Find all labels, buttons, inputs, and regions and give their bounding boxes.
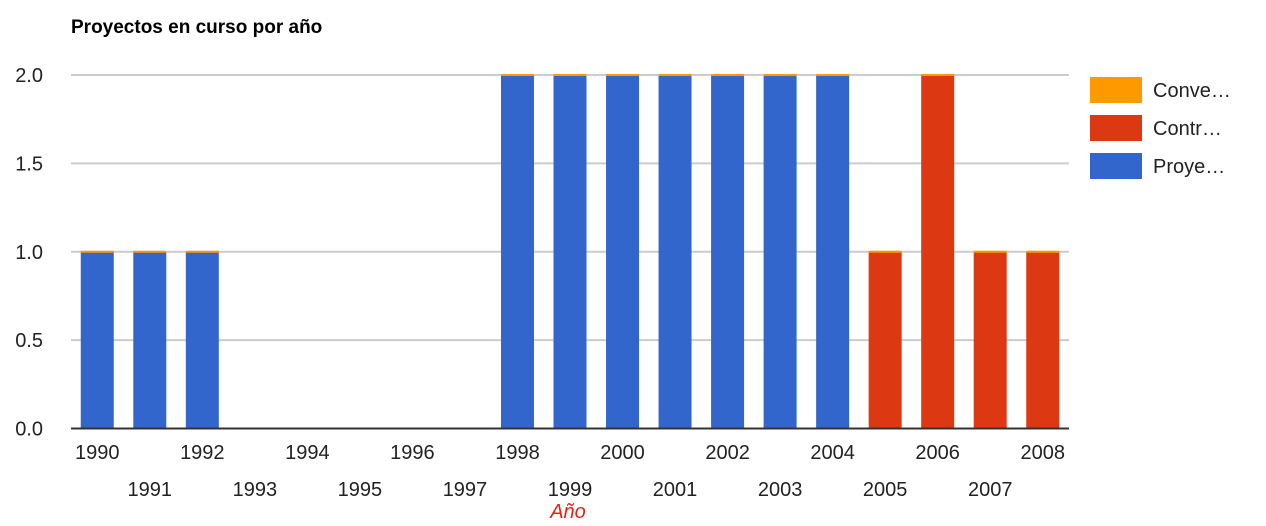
y-axis-ticks: 0.0 0.5 1.0 1.5 2.0	[15, 65, 43, 441]
x-tick-label: 1993	[233, 479, 278, 501]
bar-cap-2007	[973, 250, 1007, 253]
bar-cap-1999	[553, 74, 587, 76]
legend-swatch	[1090, 115, 1142, 141]
bar-cap-2004	[816, 74, 850, 76]
x-axis-ticks: 1990 1991 1992 1993 1994 1995 1996 1997 1998 1999…	[75, 442, 1065, 501]
y-tick-label: 1.5	[15, 153, 43, 175]
x-tick-label: 1991	[128, 479, 173, 501]
bar-contr-2006[interactable]	[921, 75, 955, 429]
x-axis-label: Año	[549, 501, 586, 523]
bar-proye-2004[interactable]	[816, 75, 850, 429]
bar-proye-2001[interactable]	[658, 75, 692, 429]
x-tick-label: 2003	[758, 479, 803, 501]
x-tick-label: 2000	[600, 442, 645, 464]
bar-proye-1999[interactable]	[553, 75, 587, 429]
bar-proye-1991[interactable]	[133, 251, 167, 429]
bar-proye-2000[interactable]	[606, 75, 640, 429]
bar-proye-2002[interactable]	[711, 75, 745, 429]
x-tick-label: 2008	[1020, 442, 1065, 464]
x-tick-label: 2007	[968, 479, 1013, 501]
bar-cap-2008	[1026, 250, 1060, 253]
x-tick-label: 2006	[915, 442, 960, 464]
bar-cap-2003	[763, 74, 797, 76]
x-tick-label: 1995	[338, 479, 383, 501]
legend-swatch	[1090, 77, 1142, 103]
bar-proye-2003[interactable]	[763, 75, 797, 429]
bar-proye-1992[interactable]	[185, 251, 219, 429]
bar-cap-2000	[606, 74, 640, 76]
y-tick-label: 1.0	[15, 242, 43, 264]
x-tick-label: 1996	[390, 442, 435, 464]
x-tick-label: 2004	[810, 442, 855, 464]
x-tick-label: 1999	[548, 479, 593, 501]
bar-proye-1998[interactable]	[500, 75, 534, 429]
x-tick-label: 2005	[863, 479, 908, 501]
x-tick-label: 1990	[75, 442, 120, 464]
bar-cap-1998	[500, 74, 534, 76]
bar-cap-1991	[133, 250, 167, 253]
bar-cap-2005	[868, 250, 902, 253]
chart-title: Proyectos en curso por año	[71, 17, 322, 38]
legend-label: Proye…	[1153, 156, 1225, 178]
bar-contr-2007[interactable]	[973, 251, 1007, 429]
bar-contr-2008[interactable]	[1026, 251, 1060, 429]
bar-cap-1992	[185, 250, 219, 253]
y-tick-label: 2.0	[15, 65, 43, 87]
x-tick-label: 1994	[285, 442, 330, 464]
x-tick-label: 1992	[180, 442, 225, 464]
bar-cap-2006	[921, 74, 955, 76]
x-tick-label: 1998	[495, 442, 540, 464]
bars	[80, 74, 1060, 429]
legend-swatch	[1090, 153, 1142, 179]
bar-cap-2001	[658, 74, 692, 76]
bar-cap-1990	[80, 250, 114, 253]
legend-label: Contr…	[1153, 118, 1222, 140]
x-tick-label: 2002	[705, 442, 750, 464]
y-tick-label: 0.0	[15, 419, 43, 441]
legend: Conve… Contr… Proye…	[1090, 77, 1231, 179]
bar-cap-2002	[711, 74, 745, 76]
y-tick-label: 0.5	[15, 330, 43, 352]
x-tick-label: 2001	[653, 479, 698, 501]
bar-proye-1990[interactable]	[80, 251, 114, 429]
legend-label: Conve…	[1153, 80, 1231, 102]
bar-contr-2005[interactable]	[868, 251, 902, 429]
x-tick-label: 1997	[443, 479, 488, 501]
